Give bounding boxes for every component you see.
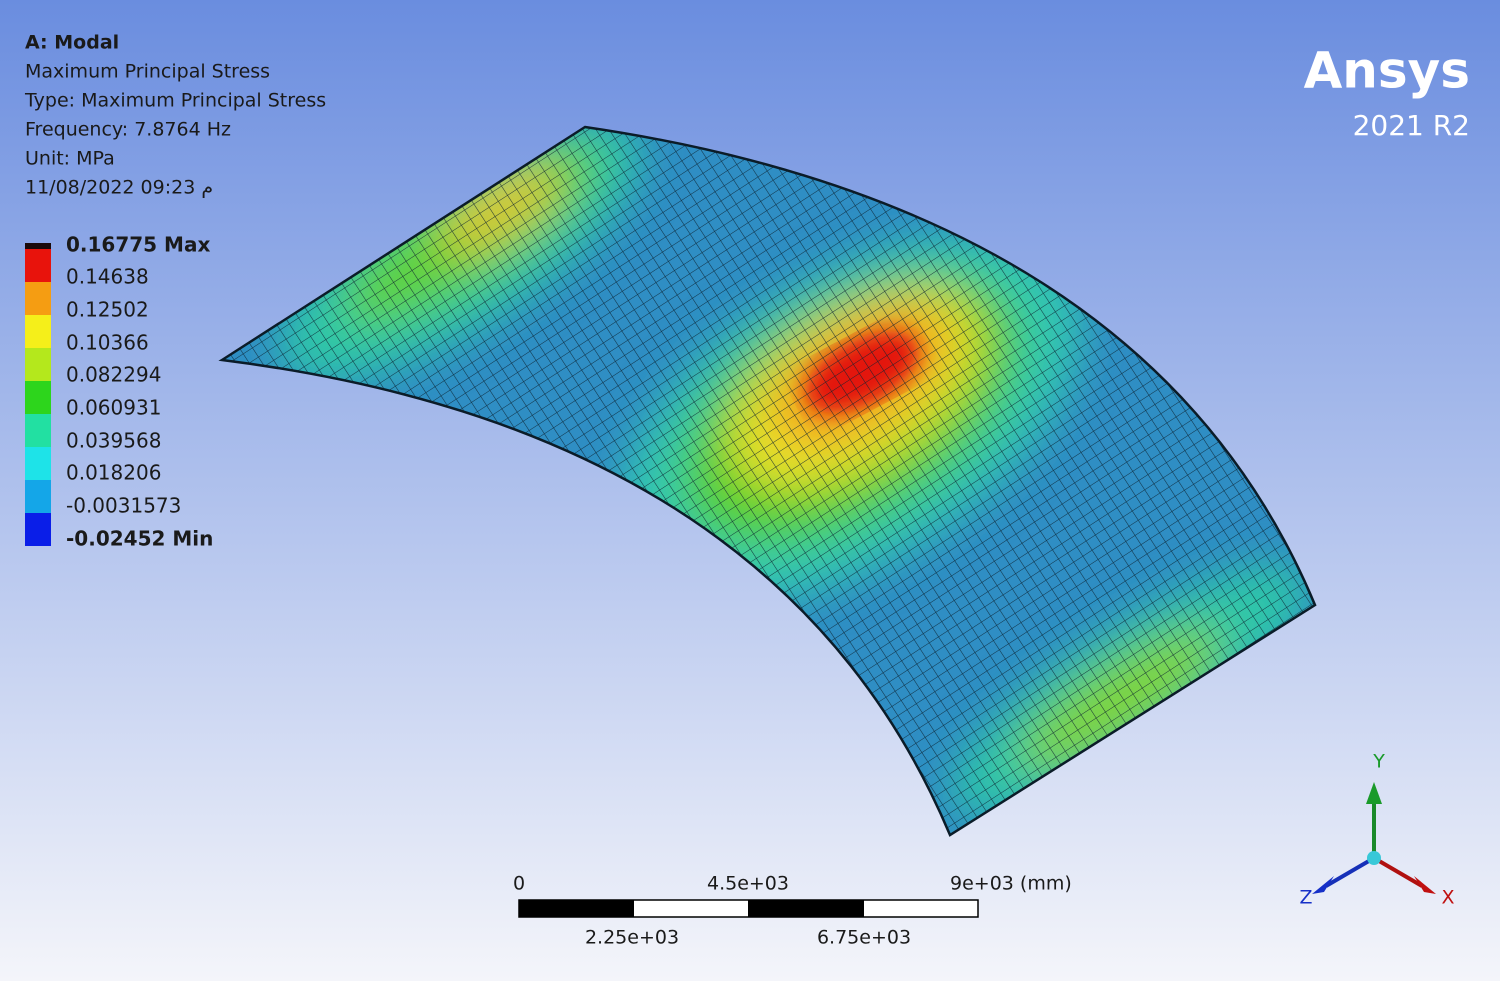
info-line: Type: Maximum Principal Stress [24, 90, 326, 112]
info-line: Unit: MPa [25, 148, 115, 170]
legend-swatch [25, 243, 51, 249]
triad-y-arrow [1366, 782, 1382, 804]
scale-label: 4.5e+03 [707, 873, 789, 895]
scale-bar [518, 899, 979, 918]
legend-swatch [25, 480, 51, 513]
legend-swatch [25, 249, 51, 282]
legend-swatch [25, 282, 51, 315]
triad-z-arrow [1312, 876, 1334, 894]
legend-label: 0.10366 [66, 331, 149, 355]
axis-triad [1312, 782, 1436, 894]
legend-label: 0.12502 [66, 298, 149, 322]
triad-x-label: X [1441, 887, 1454, 909]
scale-segment [519, 900, 634, 917]
logo-version: 2021 R2 [1353, 109, 1470, 142]
legend-label: 0.039568 [66, 429, 161, 453]
legend-swatch [25, 414, 51, 447]
shell-outline [218, 125, 1317, 837]
triad-origin [1367, 851, 1381, 865]
scale-label: 6.75e+03 [817, 927, 911, 949]
triad-x-axis [1372, 856, 1424, 888]
legend-label: 0.060931 [66, 396, 161, 420]
triad-z-label: Z [1299, 887, 1312, 909]
info-line: Frequency: 7.8764 Hz [25, 119, 231, 141]
triad-x-arrow [1414, 876, 1436, 894]
legend-swatch [25, 513, 51, 546]
legend-swatch [25, 348, 51, 381]
result-title: A: Modal [25, 32, 119, 54]
legend-swatch [25, 315, 51, 348]
logo-name: Ansys [1304, 42, 1470, 100]
info-line: 11/08/2022 09:23 م [25, 177, 213, 199]
scale-label: 9e+03 (mm) [950, 873, 1072, 895]
info-line: Maximum Principal Stress [25, 61, 270, 83]
legend-swatch [25, 447, 51, 480]
legend-label: 0.082294 [66, 363, 161, 387]
scale-label: 0 [513, 873, 525, 895]
scale-segment [748, 900, 864, 917]
legend-label: 0.018206 [66, 461, 161, 485]
scale-label: 2.25e+03 [585, 927, 679, 949]
legend-bar [25, 243, 51, 546]
legend-label: -0.02452 Min [66, 527, 213, 551]
legend-label: -0.0031573 [66, 494, 181, 518]
triad-y-label: Y [1372, 751, 1385, 773]
legend-label: 0.14638 [66, 265, 149, 289]
legend-swatch [25, 381, 51, 414]
triad-z-axis [1324, 856, 1376, 888]
legend-label: 0.16775 Max [66, 233, 210, 257]
